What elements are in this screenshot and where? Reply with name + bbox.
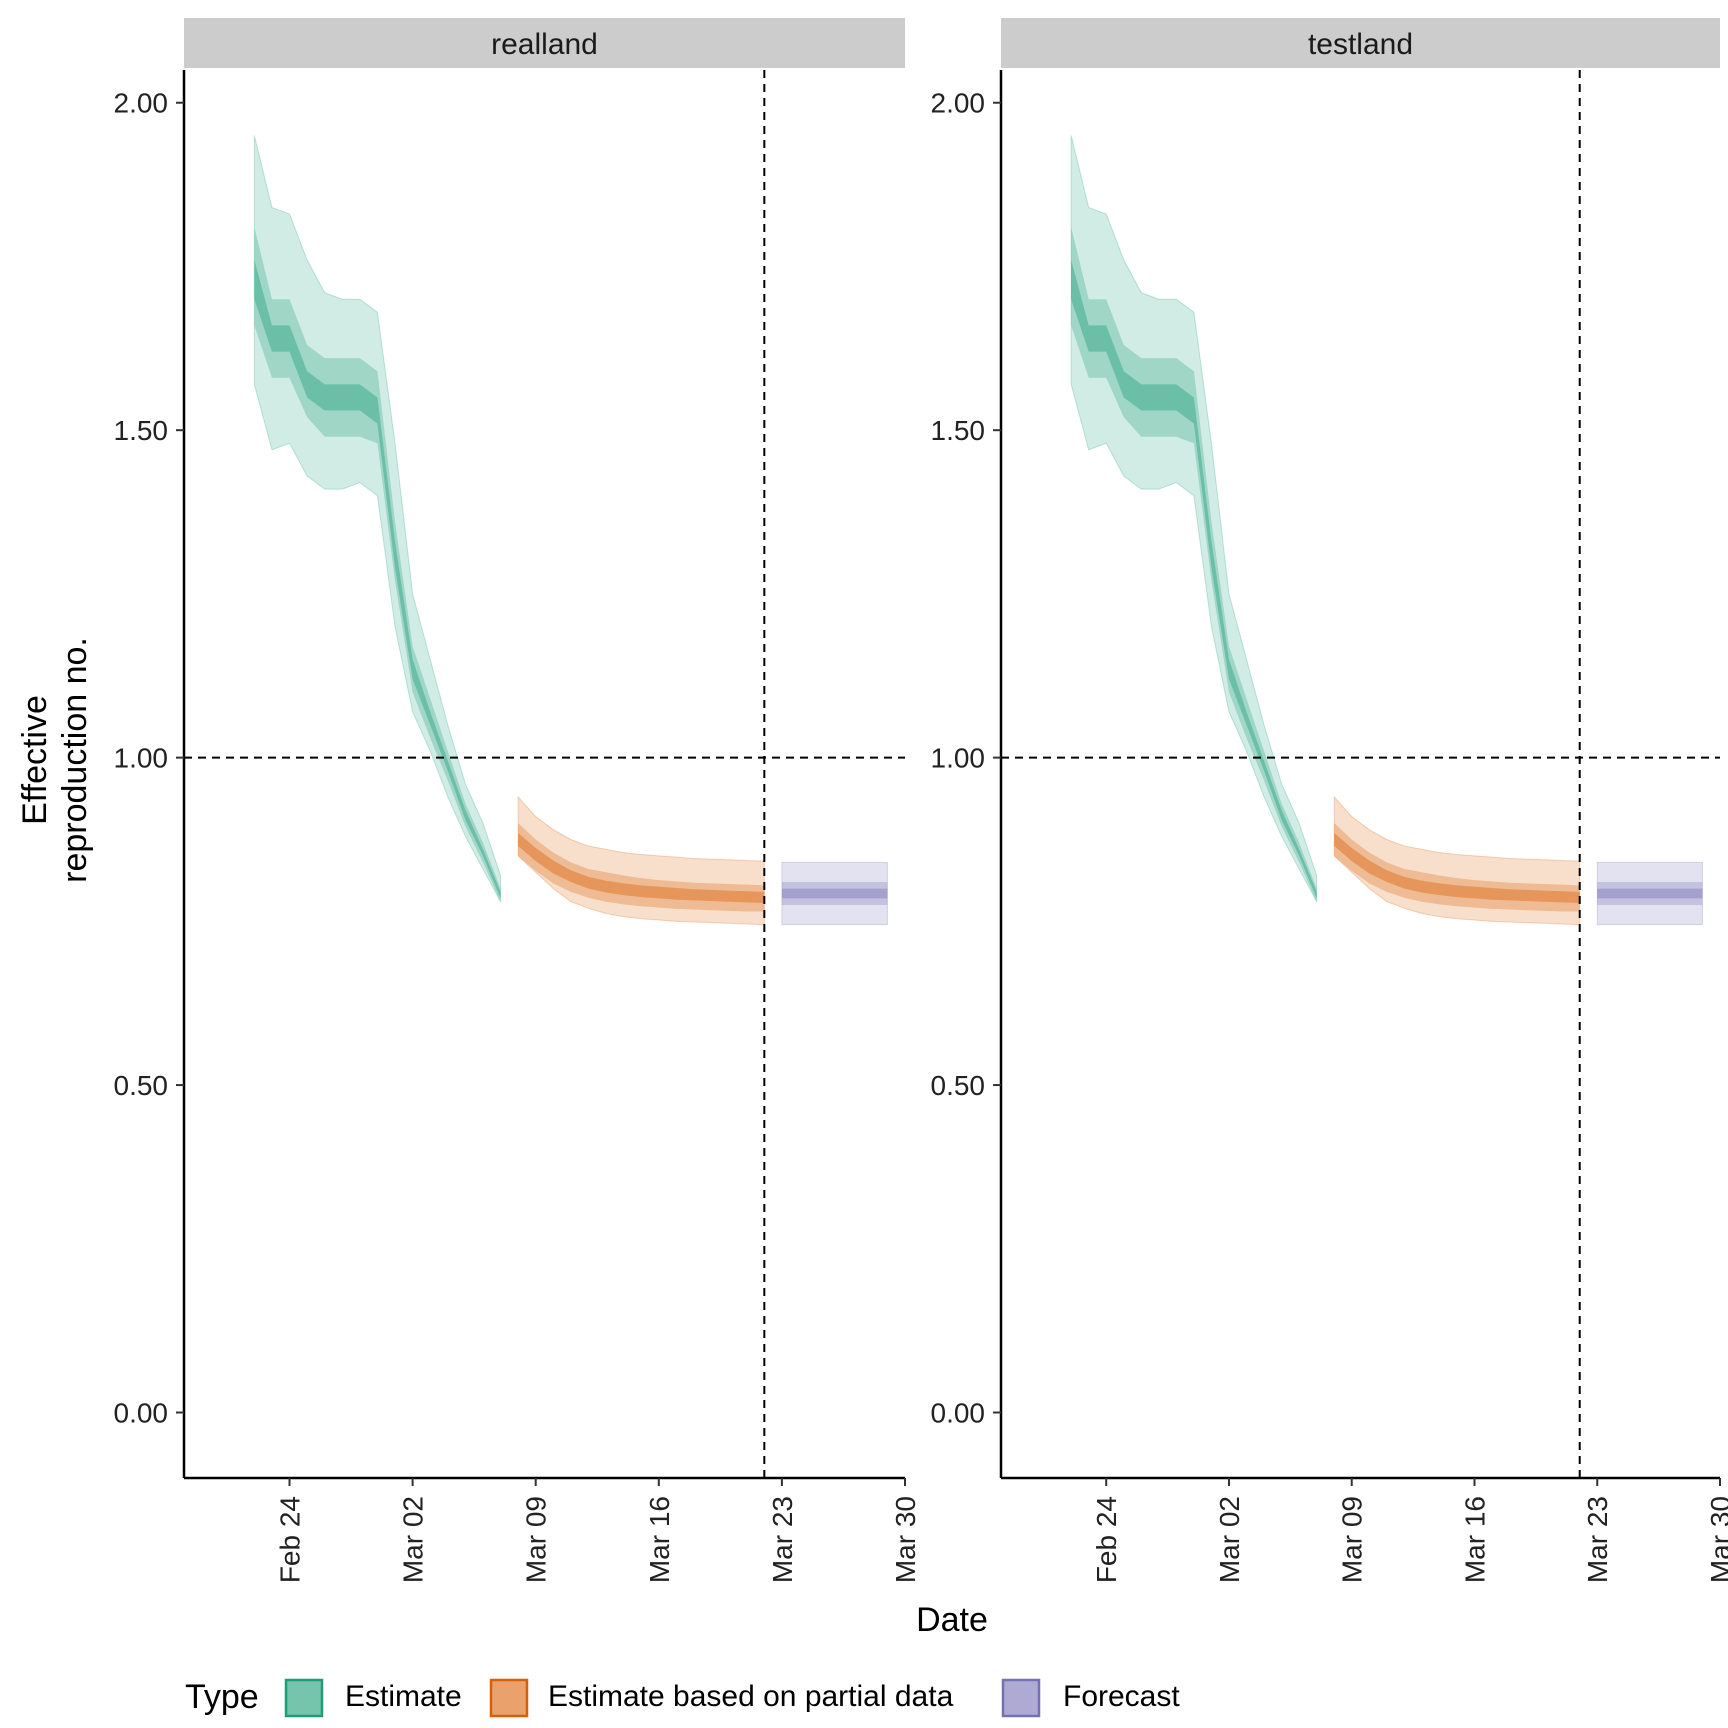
legend-label-partial: Estimate based on partial data [548,1680,954,1713]
x-tick-label: Mar 23 [767,1496,798,1583]
y-tick-label: 0.00 [931,1398,986,1429]
x-tick-label: Mar 02 [398,1496,429,1583]
y-tick-label: 2.00 [931,88,986,119]
x-tick-label: Mar 09 [521,1496,552,1583]
legend-key-partial [491,1680,527,1716]
y-tick-label: 1.50 [114,415,169,446]
y-tick-label: 2.00 [114,88,169,119]
x-axis-title: Date [916,1601,988,1639]
x-tick-label: Mar 23 [1582,1496,1613,1583]
y-tick-label: 0.50 [114,1070,169,1101]
x-tick-label: Mar 09 [1337,1496,1368,1583]
y-tick-label: 0.50 [931,1070,986,1101]
legend-key-estimate [286,1680,322,1716]
x-tick-label: Mar 02 [1214,1496,1245,1583]
legend-title: Type [185,1678,259,1716]
x-tick-label: Mar 16 [1459,1496,1490,1583]
series-forecast [782,862,888,924]
y-tick-label: 1.50 [931,415,986,446]
y-tick-label: 0.00 [114,1398,169,1429]
x-tick-label: Mar 16 [644,1496,675,1583]
legend-label-forecast: Forecast [1063,1680,1180,1713]
facet-strip-label: testland [1308,28,1413,61]
ribbon-forecast-20 [1597,889,1702,899]
y-tick-label: 1.00 [931,743,986,774]
x-tick-label: Mar 30 [890,1496,921,1583]
x-tick-label: Mar 30 [1705,1496,1728,1583]
ribbon-forecast-20 [782,889,888,899]
x-tick-label: Feb 24 [275,1496,306,1583]
y-axis-title-line2: reproduction no. [56,637,94,883]
legend-label-estimate: Estimate [345,1680,462,1713]
series-forecast [1597,862,1702,924]
legend-key-forecast [1003,1680,1039,1716]
x-tick-label: Feb 24 [1091,1496,1122,1583]
y-axis-title-line1: Effective [16,695,54,825]
facet-strip-label: realland [491,28,598,61]
y-tick-label: 1.00 [114,743,169,774]
